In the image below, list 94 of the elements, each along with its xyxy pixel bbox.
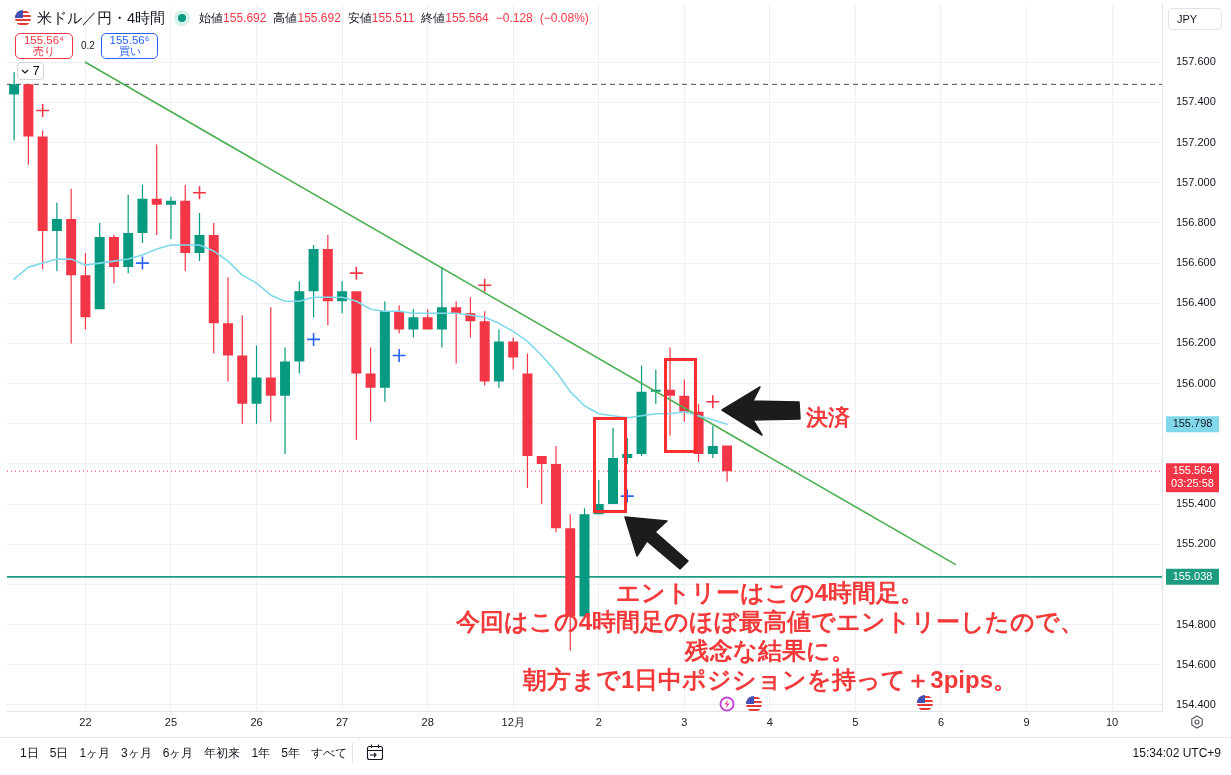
candlestick [137,184,148,244]
y-tick-label: 156.200 [1176,336,1216,349]
y-tick-label: 157.000 [1176,175,1216,188]
candlestick [365,347,376,422]
candlestick [180,184,191,272]
currency-button[interactable]: JPY [1168,8,1222,30]
x-tick-label: 3 [681,715,688,728]
candlestick [123,194,134,274]
point [391,348,407,363]
candlestick [351,291,362,440]
annotation: エントリーはこの4時間足。 [614,578,926,607]
candlestick [108,234,119,284]
candlestick [251,345,262,424]
x-tick-label: 12月 [501,715,525,728]
x-tick-label: 25 [164,715,178,728]
candlestick [308,245,319,318]
y-tick-label: 155.200 [1176,537,1216,550]
toggle-button[interactable]: 7 [17,62,44,80]
candlestick [479,311,490,386]
annotation: 決済 [806,405,850,431]
x-tick-label: 27 [335,715,349,728]
candlestick [608,427,619,505]
annotation: 買い [117,45,142,57]
x-tick-label: 28 [421,715,434,728]
candlestick [379,301,390,402]
x-tick-label: 22 [79,715,92,728]
candlestick [322,234,333,326]
candlestick [51,202,62,272]
annotation: 残念な結果に。 [683,636,856,665]
y-tick-label: 157.400 [1176,95,1216,108]
y-tick-label: 156.000 [1176,376,1216,389]
candlestick [294,281,305,374]
candlestick [508,337,519,370]
candlestick [66,188,77,344]
candlestick [422,309,433,330]
point [349,265,364,281]
text: 155.798 [1172,417,1213,430]
annotation: 7 [32,63,40,78]
ref-line-label: 155.564 03:25:58 [1171,464,1214,490]
point [192,185,207,201]
candlestick [280,347,291,454]
candlestick [394,305,405,334]
candlestick [9,72,20,141]
x-tick-label: 10 [1105,715,1119,728]
annotation: 売り [32,45,56,57]
point [705,394,721,409]
candlestick [223,277,234,382]
candlestick [636,365,647,456]
ref-line-label: 155.038 [1172,569,1213,582]
candlestick [493,329,504,388]
candlestick [408,309,419,338]
buy-button[interactable]: 155.56⁶ 買い [101,33,158,59]
y-tick-label: 157.200 [1176,135,1216,148]
text: 15:34:02 UTC+9 [1132,745,1221,762]
x-tick-label: 26 [250,715,263,728]
candlestick [23,84,34,165]
candlestick [265,307,276,422]
y-tick-label: 154.400 [1176,698,1216,711]
point [35,103,50,118]
annotation: 155.56⁶ [108,34,151,46]
text: 1日 5日 1ヶ月 3ヶ月 6ヶ月 年初来 1年 5年 すべて [20,745,347,760]
y-tick-label: 154.800 [1176,617,1216,630]
candlestick [165,196,176,239]
candlestick [37,130,48,270]
x-tick-label: 9 [1023,715,1030,728]
sell-button[interactable]: 155.56⁴ 売り [15,33,73,59]
candlestick [451,301,462,364]
annotation: 155.56⁴ [22,34,66,46]
point [477,277,492,293]
candlestick [522,353,533,489]
y-tick-label: 154.600 [1176,657,1216,670]
y-tick-label: 156.600 [1176,256,1216,269]
candlestick [707,425,718,458]
y-tick-label: 156.400 [1176,296,1216,309]
text: 始値155.692 高値155.692 安値155.511 終値155.564 −0.128 (−0.08%) [199,10,589,25]
annotation: 0.2 [81,40,95,51]
candlestick [208,222,219,354]
y-tick-label: 156.800 [1176,215,1216,228]
candlestick [80,253,91,330]
point [135,255,150,271]
x-tick-label: 5 [852,715,859,728]
chart-title: 米ドル／円・4時間 [37,8,166,28]
x-tick-label: 4 [766,715,773,728]
point [619,488,635,504]
candlestick [550,445,561,533]
x-tick-label: 6 [937,715,945,728]
candlestick [436,267,447,348]
annotation: 朝方まで1日中ポジションを持って＋3pips。 [521,665,1018,694]
candlestick [237,315,248,424]
x-tick-label: 2 [595,715,602,728]
y-tick-label: 157.600 [1176,55,1216,68]
y-tick-label: 155.400 [1176,497,1216,510]
point [306,332,321,347]
candlestick [94,222,105,310]
